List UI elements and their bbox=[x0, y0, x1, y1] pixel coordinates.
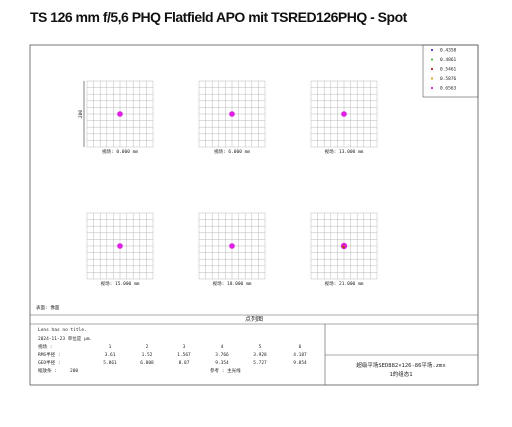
spot bbox=[342, 245, 345, 249]
legend-marker bbox=[430, 67, 434, 71]
spot bbox=[341, 111, 347, 117]
field-number: 6 bbox=[299, 344, 302, 350]
spot bbox=[229, 243, 235, 249]
field-label: 视场: 21.000 mm bbox=[325, 280, 364, 287]
legend-label: 0.5461 bbox=[440, 67, 457, 73]
rms-value: 3.61 bbox=[105, 352, 116, 358]
legend-label: 0.6563 bbox=[440, 86, 457, 92]
spot bbox=[117, 243, 123, 249]
frame bbox=[29, 44, 479, 386]
geo-value: 5.861 bbox=[103, 360, 117, 366]
legend-label: 0.4861 bbox=[440, 57, 457, 63]
rms-value: 3.928 bbox=[253, 352, 267, 358]
geo-value: 9.354 bbox=[215, 360, 229, 366]
geo-value: 5.727 bbox=[253, 360, 267, 366]
geo-value: 6.808 bbox=[140, 360, 154, 366]
panel-title: 点列图 bbox=[245, 315, 263, 323]
field-label: 视场: 13.000 mm bbox=[325, 148, 364, 155]
spot bbox=[117, 111, 123, 117]
rms-value: 3.766 bbox=[215, 352, 229, 358]
legend-marker bbox=[430, 77, 434, 80]
geo-value: 8.87 bbox=[179, 360, 190, 366]
spot bbox=[229, 111, 235, 117]
field-number: 4 bbox=[221, 344, 224, 350]
legend-box bbox=[422, 44, 479, 98]
info-label: GEO半径 : bbox=[38, 359, 61, 366]
legend-marker bbox=[430, 58, 434, 61]
rms-value: 1.567 bbox=[177, 352, 191, 358]
field-number: 5 bbox=[259, 344, 262, 350]
info-line: Lens has no title. bbox=[38, 327, 87, 333]
config: 1的组态1 bbox=[389, 370, 412, 378]
field-number: 3 bbox=[183, 344, 186, 350]
field-number: 1 bbox=[109, 344, 112, 350]
field-label: 视场: 18.000 mm bbox=[213, 280, 252, 287]
legend-marker bbox=[430, 86, 434, 90]
info-label: 视场 : bbox=[38, 343, 52, 350]
surface-label: 表面: 像面 bbox=[36, 304, 60, 311]
info-label: RMS半径 : bbox=[38, 351, 61, 358]
field-label: 视场: 15.000 mm bbox=[101, 280, 140, 287]
legend-label: 0.5876 bbox=[440, 76, 457, 82]
rms-value: 4.187 bbox=[293, 352, 307, 358]
rms-value: 1.52 bbox=[142, 352, 153, 358]
info-value: 200 bbox=[70, 368, 78, 374]
info-line: 2024-11-23 单位是 μm. bbox=[38, 335, 92, 342]
legend-marker bbox=[430, 48, 434, 52]
field-number: 2 bbox=[146, 344, 149, 350]
legend-label: 0.4358 bbox=[440, 48, 457, 54]
file-name: 超级平场SED882×126-86平场.zmx bbox=[356, 361, 446, 369]
field-label: 视场: 6.000 mm bbox=[214, 148, 250, 155]
info-label: 缩放条 : bbox=[38, 367, 57, 374]
geo-value: 9.854 bbox=[293, 360, 307, 366]
field-label: 视场: 0.000 mm bbox=[102, 148, 138, 155]
info-value: 参考 : 主光线 bbox=[210, 367, 241, 374]
report-title: TS 126 mm f/5,6 PHQ Flatfield APO mit TS… bbox=[30, 9, 408, 25]
scale-label: 200 bbox=[78, 110, 84, 118]
